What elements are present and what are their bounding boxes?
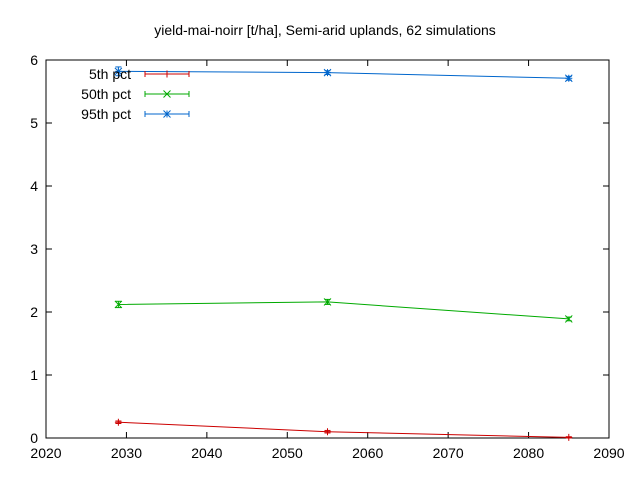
series-line <box>118 70 569 79</box>
y-tick-label: 6 <box>30 52 38 68</box>
y-tick-label: 1 <box>30 367 38 383</box>
y-tick-label: 4 <box>30 178 38 194</box>
series-line <box>118 301 569 320</box>
data-point <box>323 68 332 77</box>
y-tick-label: 3 <box>30 241 38 257</box>
legend-marker <box>163 110 171 118</box>
y-tick-label: 5 <box>30 115 38 131</box>
data-point <box>564 74 573 83</box>
data-point <box>323 298 332 306</box>
y-tick-label: 2 <box>30 304 38 320</box>
series-3 <box>114 66 573 83</box>
x-tick-label: 2020 <box>30 445 61 461</box>
data-point <box>114 67 123 76</box>
chart-title: yield-mai-noirr [t/ha], Semi-arid upland… <box>154 22 496 38</box>
series-1 <box>114 418 573 441</box>
data-point <box>564 315 573 323</box>
plot-area: 2020 2030 2040 2050 2060 2070 2080 2090 0 1 2 3 4 5 6 5… <box>30 52 625 461</box>
x-tick-label: 2090 <box>593 445 624 461</box>
legend: 5th pct 50th pct 95th pct <box>81 66 190 122</box>
x-tick-label: 2050 <box>272 445 303 461</box>
data-point <box>565 433 573 441</box>
data-point <box>324 428 331 436</box>
x-tick-label: 2040 <box>191 445 222 461</box>
legend-marker <box>163 90 171 98</box>
legend-marker <box>163 70 171 78</box>
series-2 <box>114 298 573 323</box>
legend-label: 95th pct <box>81 106 131 122</box>
data-point <box>114 418 122 426</box>
x-tick-label: 2030 <box>111 445 142 461</box>
y-tick-label: 0 <box>30 430 38 446</box>
series-line <box>118 421 569 438</box>
x-tick-label: 2060 <box>352 445 383 461</box>
x-tick-label: 2070 <box>433 445 464 461</box>
legend-label: 50th pct <box>81 86 131 102</box>
legend-label: 5th pct <box>89 66 131 82</box>
data-point <box>114 300 123 309</box>
x-tick-label: 2080 <box>513 445 544 461</box>
